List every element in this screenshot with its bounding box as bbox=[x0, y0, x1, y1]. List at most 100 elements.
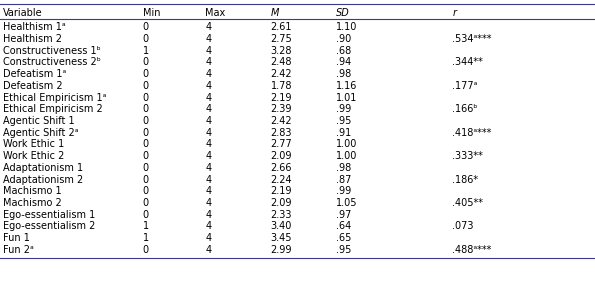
Text: .333**: .333** bbox=[452, 151, 483, 161]
Text: .95: .95 bbox=[336, 116, 352, 126]
Text: 0: 0 bbox=[143, 163, 149, 173]
Text: Defeatism 1ᵃ: Defeatism 1ᵃ bbox=[3, 69, 66, 79]
Text: M: M bbox=[271, 8, 279, 18]
Text: 4: 4 bbox=[205, 22, 211, 32]
Text: .488ᵃ***: .488ᵃ*** bbox=[452, 245, 491, 255]
Text: 0: 0 bbox=[143, 186, 149, 196]
Text: 4: 4 bbox=[205, 222, 211, 231]
Text: 0: 0 bbox=[143, 116, 149, 126]
Text: .99: .99 bbox=[336, 104, 352, 114]
Text: 2.75: 2.75 bbox=[271, 34, 293, 44]
Text: 4: 4 bbox=[205, 151, 211, 161]
Text: .91: .91 bbox=[336, 128, 352, 138]
Text: SD: SD bbox=[336, 8, 350, 18]
Text: 3.45: 3.45 bbox=[271, 233, 292, 243]
Text: Constructiveness 1ᵇ: Constructiveness 1ᵇ bbox=[3, 46, 101, 56]
Text: .65: .65 bbox=[336, 233, 352, 243]
Text: 2.66: 2.66 bbox=[271, 163, 292, 173]
Text: 2.09: 2.09 bbox=[271, 151, 292, 161]
Text: 2.39: 2.39 bbox=[271, 104, 292, 114]
Text: Fun 1: Fun 1 bbox=[3, 233, 30, 243]
Text: 2.19: 2.19 bbox=[271, 93, 292, 103]
Text: 1.78: 1.78 bbox=[271, 81, 292, 91]
Text: Variable: Variable bbox=[3, 8, 43, 18]
Text: Adaptationism 2: Adaptationism 2 bbox=[3, 175, 83, 185]
Text: 4: 4 bbox=[205, 93, 211, 103]
Text: 4: 4 bbox=[205, 233, 211, 243]
Text: .177ᵃ: .177ᵃ bbox=[452, 81, 478, 91]
Text: 2.99: 2.99 bbox=[271, 245, 292, 255]
Text: 4: 4 bbox=[205, 69, 211, 79]
Text: Ego-essentialism 2: Ego-essentialism 2 bbox=[3, 222, 95, 231]
Text: 0: 0 bbox=[143, 22, 149, 32]
Text: .68: .68 bbox=[336, 46, 352, 56]
Text: 4: 4 bbox=[205, 186, 211, 196]
Text: 1: 1 bbox=[143, 233, 149, 243]
Text: .87: .87 bbox=[336, 175, 352, 185]
Text: .98: .98 bbox=[336, 69, 352, 79]
Text: .97: .97 bbox=[336, 210, 352, 220]
Text: 2.09: 2.09 bbox=[271, 198, 292, 208]
Text: 0: 0 bbox=[143, 128, 149, 138]
Text: Agentic Shift 2ᵃ: Agentic Shift 2ᵃ bbox=[3, 128, 79, 138]
Text: r: r bbox=[452, 8, 456, 18]
Text: Defeatism 2: Defeatism 2 bbox=[3, 81, 62, 91]
Text: .405**: .405** bbox=[452, 198, 483, 208]
Text: 4: 4 bbox=[205, 128, 211, 138]
Text: 2.33: 2.33 bbox=[271, 210, 292, 220]
Text: 2.42: 2.42 bbox=[271, 69, 292, 79]
Text: Constructiveness 2ᵇ: Constructiveness 2ᵇ bbox=[3, 57, 101, 67]
Text: Ego-essentialism 1: Ego-essentialism 1 bbox=[3, 210, 95, 220]
Text: Max: Max bbox=[205, 8, 226, 18]
Text: Ethical Empiricism 2: Ethical Empiricism 2 bbox=[3, 104, 103, 114]
Text: 0: 0 bbox=[143, 210, 149, 220]
Text: Ethical Empiricism 1ᵃ: Ethical Empiricism 1ᵃ bbox=[3, 93, 107, 103]
Text: 0: 0 bbox=[143, 81, 149, 91]
Text: 0: 0 bbox=[143, 198, 149, 208]
Text: Agentic Shift 1: Agentic Shift 1 bbox=[3, 116, 74, 126]
Text: 0: 0 bbox=[143, 93, 149, 103]
Text: .534ᵃ***: .534ᵃ*** bbox=[452, 34, 491, 44]
Text: Healthism 1ᵃ: Healthism 1ᵃ bbox=[3, 22, 65, 32]
Text: 2.61: 2.61 bbox=[271, 22, 292, 32]
Text: Healthism 2: Healthism 2 bbox=[3, 34, 62, 44]
Text: 2.19: 2.19 bbox=[271, 186, 292, 196]
Text: 1.00: 1.00 bbox=[336, 151, 358, 161]
Text: 0: 0 bbox=[143, 151, 149, 161]
Text: .418ᵃ***: .418ᵃ*** bbox=[452, 128, 491, 138]
Text: Work Ethic 1: Work Ethic 1 bbox=[3, 139, 64, 149]
Text: 2.83: 2.83 bbox=[271, 128, 292, 138]
Text: 4: 4 bbox=[205, 139, 211, 149]
Text: 2.24: 2.24 bbox=[271, 175, 292, 185]
Text: 1.16: 1.16 bbox=[336, 81, 358, 91]
Text: Fun 2ᵃ: Fun 2ᵃ bbox=[3, 245, 34, 255]
Text: 4: 4 bbox=[205, 81, 211, 91]
Text: .166ᵇ: .166ᵇ bbox=[452, 104, 478, 114]
Text: .99: .99 bbox=[336, 186, 352, 196]
Text: .95: .95 bbox=[336, 245, 352, 255]
Text: 1: 1 bbox=[143, 222, 149, 231]
Text: 2.77: 2.77 bbox=[271, 139, 293, 149]
Text: Machismo 1: Machismo 1 bbox=[3, 186, 62, 196]
Text: Min: Min bbox=[143, 8, 160, 18]
Text: 4: 4 bbox=[205, 175, 211, 185]
Text: 0: 0 bbox=[143, 245, 149, 255]
Text: 4: 4 bbox=[205, 104, 211, 114]
Text: .94: .94 bbox=[336, 57, 352, 67]
Text: 4: 4 bbox=[205, 245, 211, 255]
Text: .186*: .186* bbox=[452, 175, 478, 185]
Text: .073: .073 bbox=[452, 222, 474, 231]
Text: 4: 4 bbox=[205, 198, 211, 208]
Text: 0: 0 bbox=[143, 69, 149, 79]
Text: 1: 1 bbox=[143, 46, 149, 56]
Text: 0: 0 bbox=[143, 139, 149, 149]
Text: Adaptationism 1: Adaptationism 1 bbox=[3, 163, 83, 173]
Text: 2.42: 2.42 bbox=[271, 116, 292, 126]
Text: 4: 4 bbox=[205, 116, 211, 126]
Text: 3.40: 3.40 bbox=[271, 222, 292, 231]
Text: 4: 4 bbox=[205, 210, 211, 220]
Text: 1.10: 1.10 bbox=[336, 22, 358, 32]
Text: .64: .64 bbox=[336, 222, 352, 231]
Text: 1.01: 1.01 bbox=[336, 93, 358, 103]
Text: .344**: .344** bbox=[452, 57, 483, 67]
